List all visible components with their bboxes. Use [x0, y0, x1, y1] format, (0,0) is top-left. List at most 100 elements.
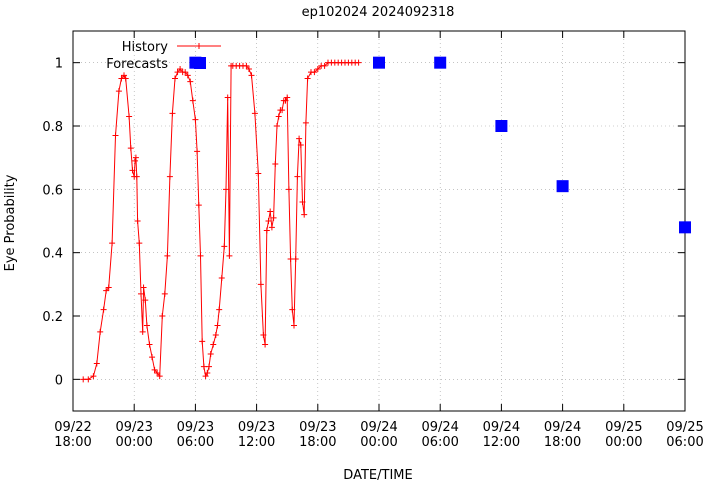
history-point: [100, 306, 107, 313]
history-point: [127, 145, 134, 152]
x-tick-label-time: 12:00: [238, 435, 275, 450]
history-point: [206, 363, 212, 370]
history-point: [294, 173, 301, 180]
history-point: [192, 116, 199, 123]
history-point: [285, 186, 292, 193]
x-tick-label-date: 09/24: [421, 420, 458, 435]
x-tick-label-time: 18:00: [54, 435, 91, 450]
history-point: [156, 373, 163, 380]
history-point: [224, 94, 231, 101]
history-point: [216, 306, 223, 313]
x-tick-label-time: 18:00: [299, 435, 336, 450]
history-point: [255, 170, 262, 177]
history-point: [248, 72, 255, 79]
history-point: [262, 341, 269, 348]
x-tick-label-time: 06:00: [421, 435, 458, 450]
legend-forecast-marker: [194, 57, 206, 69]
history-point: [251, 110, 258, 117]
history-point: [260, 332, 267, 338]
history-point: [282, 97, 289, 104]
grid: [72, 31, 686, 411]
history-point: [284, 94, 291, 101]
x-tick-label-date: 09/22: [54, 420, 91, 435]
x-tick-label-time: 06:00: [666, 435, 703, 450]
history-point: [138, 290, 144, 297]
history-point: [90, 373, 97, 380]
history-point: [109, 240, 116, 247]
chart-title: ep102024 2024092318: [302, 5, 455, 20]
history-point: [121, 72, 127, 79]
history-point: [243, 62, 250, 69]
history-point: [267, 208, 274, 215]
x-tick-label-date: 09/25: [605, 420, 642, 435]
history-point: [210, 341, 217, 348]
history-point: [299, 199, 306, 205]
y-tick-label: 1: [55, 57, 63, 72]
history-point: [133, 173, 140, 180]
history-point: [93, 360, 100, 367]
x-tick-label-time: 00:00: [360, 435, 397, 450]
history-point: [115, 88, 122, 95]
history-point: [279, 107, 286, 114]
history-point: [105, 284, 112, 291]
history-point: [197, 252, 204, 259]
history-point: [161, 290, 168, 297]
x-tick-label-date: 09/24: [544, 420, 581, 435]
history-point: [136, 240, 143, 247]
history-point: [200, 363, 207, 370]
history-point: [80, 376, 87, 383]
x-tick-label-date: 09/23: [238, 420, 275, 435]
history-point: [194, 148, 201, 155]
x-tick-label-time: 00:00: [605, 435, 642, 450]
history-point: [112, 132, 119, 139]
history-point: [275, 113, 282, 120]
y-tick-label: 0.8: [42, 120, 63, 135]
series-history: [80, 59, 362, 383]
history-point: [289, 306, 296, 313]
y-tick-label: 0.4: [42, 247, 63, 262]
history-point: [204, 370, 211, 376]
x-tick-label-date: 09/23: [177, 420, 214, 435]
history-point: [189, 97, 196, 104]
legend-label-history: History: [122, 40, 169, 55]
x-tick-label-time: 06:00: [177, 435, 214, 450]
history-point: [184, 72, 191, 79]
history-point: [321, 62, 328, 69]
history-point: [223, 186, 229, 193]
history-point: [177, 66, 184, 72]
history-point: [274, 123, 280, 129]
history-point: [270, 214, 277, 221]
x-tick-label-date: 09/23: [115, 420, 152, 435]
history-point: [169, 110, 176, 117]
history-point: [97, 328, 104, 335]
history-point: [355, 59, 362, 66]
history-point: [272, 161, 279, 167]
history-point: [134, 218, 141, 224]
legend-label-forecasts: Forecasts: [106, 57, 168, 72]
history-point: [103, 287, 110, 294]
history-point: [132, 157, 139, 164]
history-point: [301, 211, 308, 218]
history-point: [174, 69, 181, 76]
history-point: [142, 297, 149, 304]
history-point: [85, 376, 92, 383]
history-point: [297, 142, 304, 148]
x-tick-label-date: 09/24: [360, 420, 397, 435]
history-point: [221, 243, 228, 250]
history-line: [83, 62, 359, 380]
history-point: [226, 252, 233, 259]
history-point: [182, 69, 189, 76]
history-point: [164, 252, 171, 259]
y-tick-label: 0.6: [42, 183, 63, 198]
x-tick-label-date: 09/25: [666, 420, 703, 435]
forecast-point: [373, 56, 385, 69]
history-point: [202, 373, 209, 380]
history-point: [263, 227, 270, 234]
history-point: [199, 338, 206, 345]
history-point: [159, 313, 166, 319]
history-point: [154, 370, 161, 376]
history-point: [291, 322, 297, 329]
forecast-point: [495, 120, 508, 132]
history-point: [149, 354, 156, 361]
